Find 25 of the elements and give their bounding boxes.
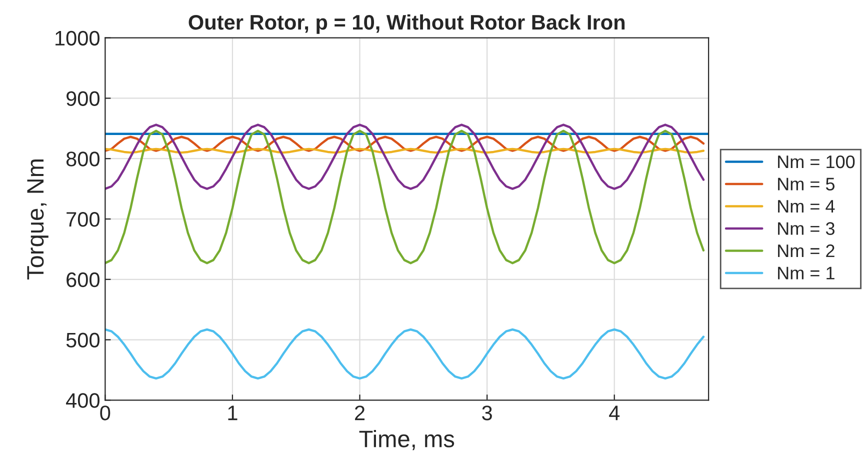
legend-label: Nm = 100 (778, 155, 855, 168)
x-tick-label: 0 (100, 406, 110, 420)
legend-label: Nm = 3 (778, 222, 834, 235)
line-series (105, 130, 705, 264)
line-series (105, 124, 705, 190)
line-series (105, 328, 705, 380)
y-tick-label: 700 (66, 212, 100, 227)
x-tick-label: 1 (228, 406, 238, 420)
legend-label: Nm = 1 (778, 266, 834, 280)
legend-label: Nm = 5 (778, 178, 835, 190)
y-tick-label: 1000 (56, 30, 100, 46)
x-tick-label: 3 (482, 406, 492, 420)
x-tick-label: 4 (609, 406, 620, 420)
legend-label: Nm = 4 (778, 200, 835, 213)
legend-label: Nm = 2 (778, 244, 834, 258)
chart-title: Outer Rotor, p = 10, Without Rotor Back Iron (188, 14, 625, 34)
y-tick-label: 600 (66, 272, 100, 288)
x-axis-title: Time, ms (359, 430, 454, 450)
y-tick-label: 400 (66, 393, 100, 408)
x-tick-label: 2 (355, 406, 365, 420)
y-tick-label: 500 (66, 332, 100, 348)
y-tick-label: 800 (66, 152, 100, 166)
line-series (105, 136, 705, 152)
y-tick-label: 900 (66, 91, 100, 106)
y-axis-title: Torque, Nm (27, 160, 48, 280)
